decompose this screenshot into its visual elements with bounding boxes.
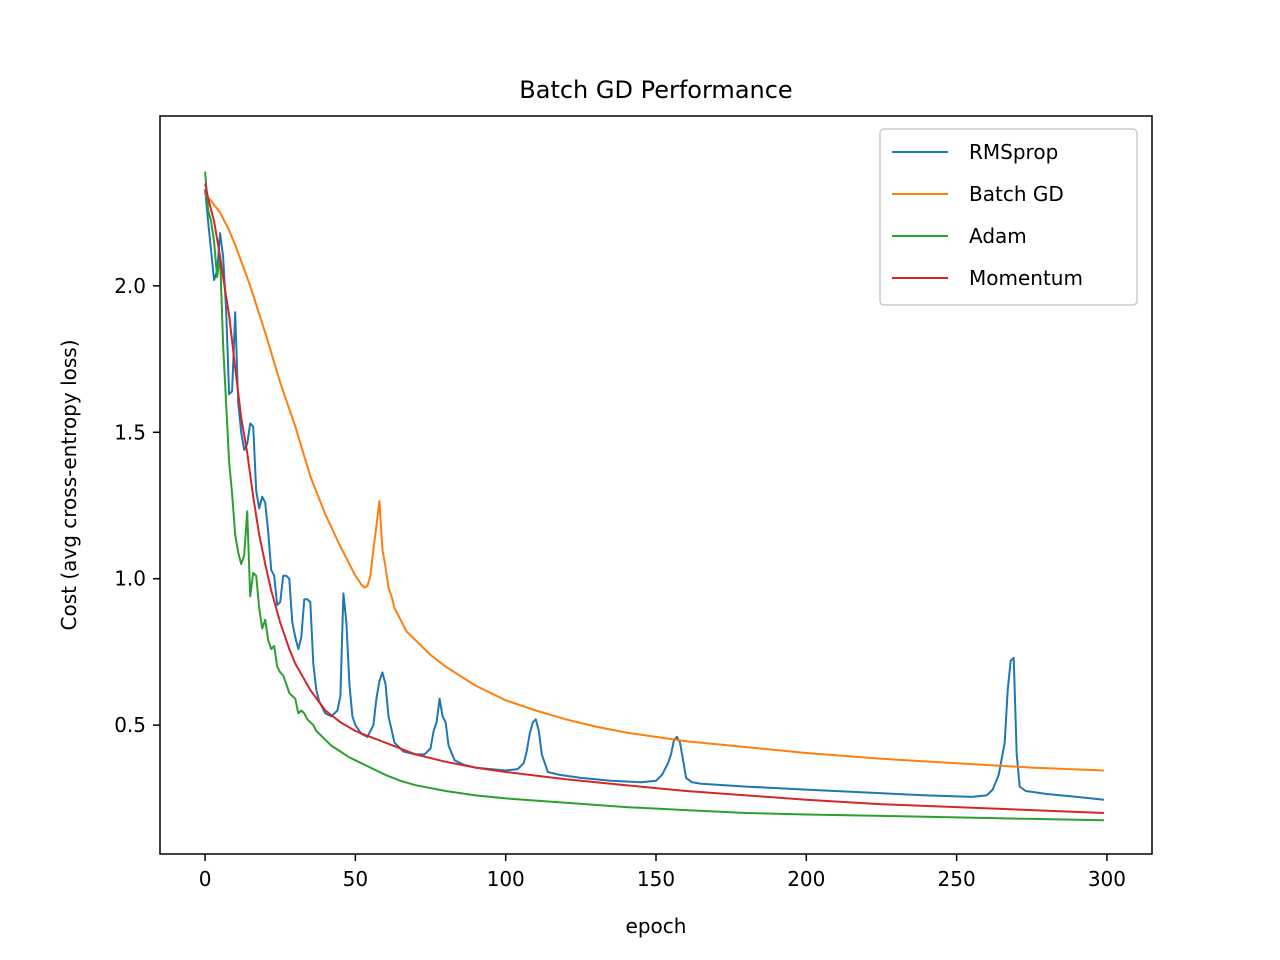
y-tick-label: 1.5 bbox=[114, 420, 146, 444]
legend-label-momentum: Momentum bbox=[969, 266, 1083, 290]
x-tick-label: 200 bbox=[787, 867, 825, 891]
x-tick-label: 300 bbox=[1088, 867, 1126, 891]
legend-label-adam: Adam bbox=[969, 224, 1027, 248]
x-tick-label: 150 bbox=[637, 867, 675, 891]
series-line-momentum bbox=[204, 183, 1104, 814]
x-tick-label: 0 bbox=[199, 867, 212, 891]
chart-title: Batch GD Performance bbox=[519, 76, 792, 104]
y-axis: 0.5 1.0 1.5 2.0 bbox=[114, 274, 160, 737]
y-tick-label: 0.5 bbox=[114, 713, 146, 737]
x-tick-label: 100 bbox=[487, 867, 525, 891]
legend-label-rmsprop: RMSprop bbox=[969, 140, 1058, 164]
x-axis: 0 50 100 150 200 250 300 bbox=[199, 854, 1126, 891]
x-tick-label: 50 bbox=[343, 867, 368, 891]
series-line-adam bbox=[204, 171, 1104, 822]
y-tick-label: 2.0 bbox=[114, 274, 146, 298]
x-tick-label: 250 bbox=[938, 867, 976, 891]
series-layer bbox=[204, 171, 1105, 822]
legend: RMSprop Batch GD Adam Momentum bbox=[879, 128, 1138, 306]
legend-label-batch-gd: Batch GD bbox=[969, 182, 1064, 206]
series-line-batch-gd bbox=[204, 194, 1104, 772]
y-tick-label: 1.0 bbox=[114, 567, 146, 591]
y-axis-label: Cost (avg cross-entropy loss) bbox=[57, 339, 81, 630]
x-axis-label: epoch bbox=[626, 914, 687, 938]
legend-box bbox=[879, 128, 1138, 306]
